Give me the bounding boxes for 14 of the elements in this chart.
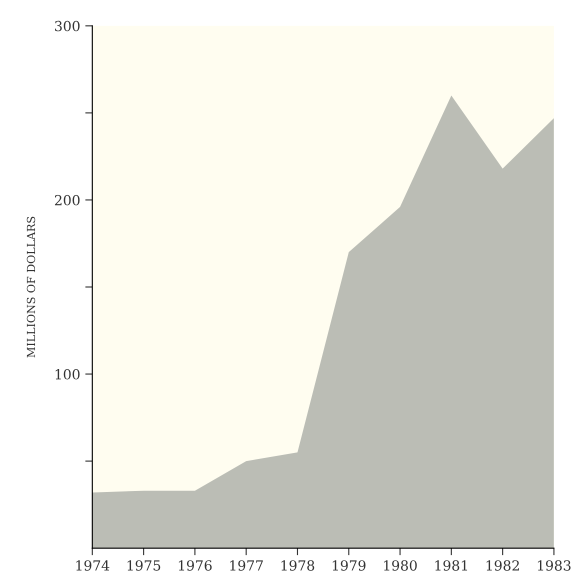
x-tick-label: 1983 (538, 560, 571, 571)
x-tick-label: 1975 (128, 560, 160, 571)
y-axis-title: MILLIONS OF DOLLARS (26, 216, 36, 358)
x-tick-label: 1982 (486, 560, 519, 571)
x-tick-label: 1978 (281, 560, 314, 571)
x-tick-label: 1980 (384, 560, 417, 571)
x-tick-label: 1981 (435, 560, 468, 571)
x-tick-label: 1974 (76, 560, 110, 571)
x-tick-label: 1979 (332, 560, 366, 571)
x-tick-label: 1977 (230, 560, 263, 571)
y-tick-label: 200 (54, 194, 80, 206)
y-tick-label: 300 (55, 20, 80, 32)
x-tick-label: 1976 (178, 560, 212, 571)
y-tick-label: 100 (56, 369, 80, 380)
